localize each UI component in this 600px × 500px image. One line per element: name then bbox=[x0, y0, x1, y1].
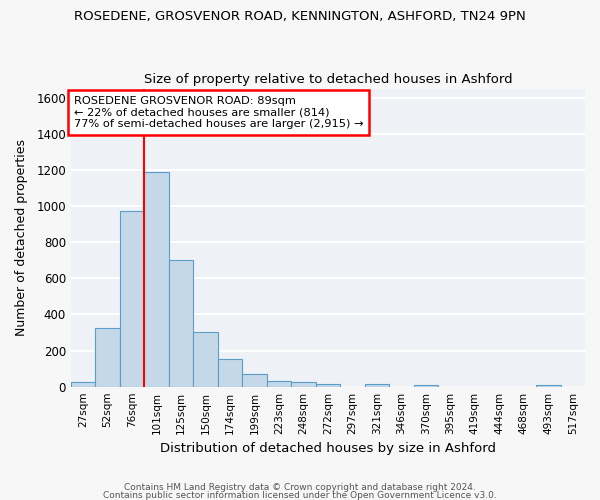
Bar bbox=[120, 212, 145, 386]
Bar bbox=[193, 332, 218, 386]
Bar bbox=[536, 385, 560, 386]
X-axis label: Distribution of detached houses by size in Ashford: Distribution of detached houses by size … bbox=[160, 442, 496, 455]
Bar bbox=[267, 382, 291, 386]
Title: Size of property relative to detached houses in Ashford: Size of property relative to detached ho… bbox=[143, 73, 512, 86]
Text: Contains HM Land Registry data © Crown copyright and database right 2024.: Contains HM Land Registry data © Crown c… bbox=[124, 484, 476, 492]
Bar bbox=[95, 328, 120, 386]
Text: ROSEDENE, GROSVENOR ROAD, KENNINGTON, ASHFORD, TN24 9PN: ROSEDENE, GROSVENOR ROAD, KENNINGTON, AS… bbox=[74, 10, 526, 23]
Bar bbox=[365, 384, 389, 386]
Bar bbox=[413, 385, 438, 386]
Text: Contains public sector information licensed under the Open Government Licence v3: Contains public sector information licen… bbox=[103, 490, 497, 500]
Bar bbox=[71, 382, 95, 386]
Text: ROSEDENE GROSVENOR ROAD: 89sqm
← 22% of detached houses are smaller (814)
77% of: ROSEDENE GROSVENOR ROAD: 89sqm ← 22% of … bbox=[74, 96, 363, 129]
Bar bbox=[218, 358, 242, 386]
Bar bbox=[316, 384, 340, 386]
Y-axis label: Number of detached properties: Number of detached properties bbox=[15, 139, 28, 336]
Bar bbox=[169, 260, 193, 386]
Bar bbox=[291, 382, 316, 386]
Bar bbox=[242, 374, 267, 386]
Bar bbox=[145, 172, 169, 386]
